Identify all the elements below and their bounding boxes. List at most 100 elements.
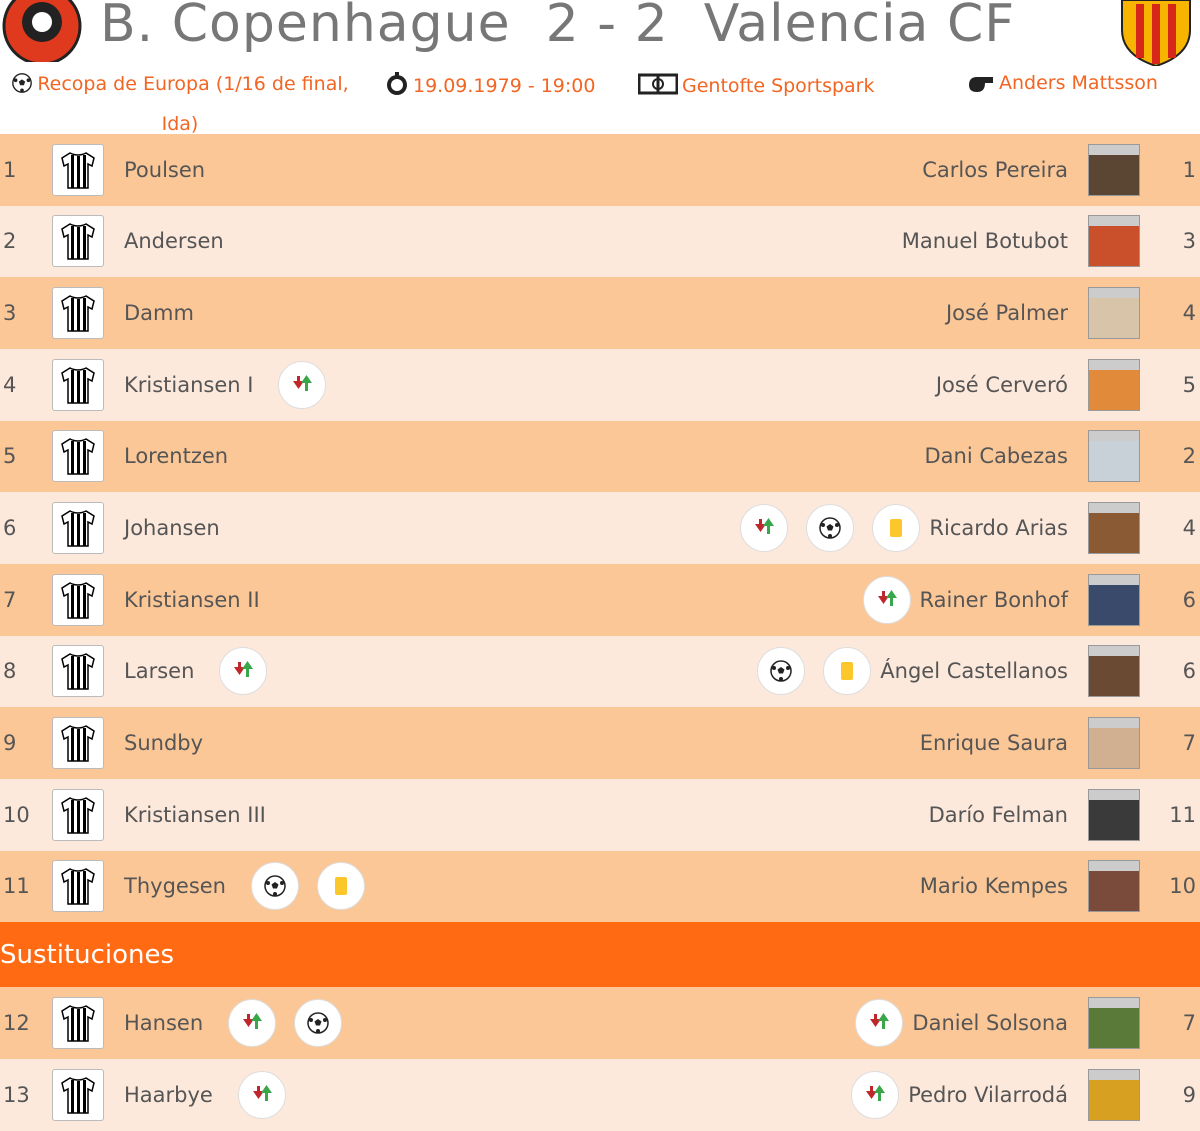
player-photo	[1088, 1068, 1140, 1121]
card-event-icon	[823, 647, 872, 696]
referee-text: Anders Mattsson	[999, 72, 1158, 94]
match-title: B. Copenhague 2 - 2 Valencia CF	[100, 0, 1015, 54]
goal-event-icon	[251, 862, 299, 911]
player-photo	[1088, 997, 1140, 1050]
player-row: 12 Hansen Daniel Solsona 7	[0, 987, 1200, 1059]
away-number: 3	[1182, 229, 1196, 254]
away-number: 4	[1182, 301, 1196, 326]
player-photo	[1088, 502, 1140, 555]
sub-event-icon	[851, 1070, 900, 1119]
sub-event-icon	[862, 575, 911, 624]
player-row: 9 Sundby Enrique Saura 7	[0, 707, 1200, 779]
shirt-icon	[52, 358, 104, 411]
home-number: 12	[3, 1011, 30, 1036]
score: 2 - 2	[545, 0, 669, 54]
home-number: 1	[3, 157, 17, 182]
away-number: 2	[1182, 444, 1196, 469]
away-player: José Cerveró	[935, 372, 1068, 397]
player-row: 6 Johansen Ricardo Arias 4	[0, 492, 1200, 564]
player-row: 4 Kristiansen I José Cerveró 5	[0, 348, 1200, 421]
date: 19.09.1979 - 19:00	[385, 72, 595, 97]
away-player: Rainer Bonhof	[919, 587, 1069, 612]
whistle-icon	[969, 77, 993, 92]
shirt-icon	[52, 788, 104, 841]
competition-text: Recopa de Europa (1/16 de final, Ida)	[37, 73, 349, 135]
section-header: Sustituciones	[0, 922, 1200, 988]
shirt-icon	[52, 717, 104, 770]
sub-event-icon	[219, 647, 268, 696]
shirt-icon	[52, 1068, 104, 1121]
home-badge	[2, 0, 82, 62]
ball-icon	[11, 72, 33, 94]
away-player: Darío Felman	[928, 802, 1068, 827]
away-player: Pedro Vilarrodá	[908, 1082, 1068, 1107]
sub-event-icon	[855, 999, 904, 1048]
stadium-icon	[637, 73, 679, 95]
shirt-icon	[52, 215, 104, 268]
shirt-icon	[52, 573, 104, 626]
shirt-icon	[52, 430, 104, 483]
home-number: 6	[3, 516, 17, 541]
sub-event-icon	[740, 504, 789, 553]
home-number: 2	[3, 229, 17, 254]
home-number: 13	[3, 1082, 30, 1107]
sub-event-icon	[278, 360, 327, 409]
shirt-icon	[52, 997, 104, 1050]
card-event-icon	[317, 862, 365, 911]
away-number: 11	[1169, 802, 1196, 827]
home-player: Haarbye	[124, 1082, 213, 1107]
player-row: 8 Larsen Ángel Castellanos 6	[0, 635, 1200, 708]
competition: Recopa de Europa (1/16 de final, Ida)	[0, 64, 360, 144]
away-number: 9	[1182, 1082, 1196, 1107]
home-number: 8	[3, 659, 17, 684]
player-row: 7 Kristiansen II Rainer Bonhof 6	[0, 563, 1200, 636]
home-number: 9	[3, 731, 17, 756]
player-photo	[1088, 573, 1140, 626]
player-row: 2 Andersen Manuel Botubot 3	[0, 205, 1200, 278]
player-row: 13 Haarbye Pedro Vilarrodá 9	[0, 1058, 1200, 1131]
player-row: 1 Poulsen Carlos Pereira 1	[0, 134, 1200, 206]
player-photo	[1088, 645, 1140, 698]
shirt-icon	[52, 860, 104, 913]
home-player: Kristiansen I	[124, 372, 254, 397]
home-player: Hansen	[124, 1011, 204, 1036]
away-player: Dani Cabezas	[924, 444, 1068, 469]
away-badge	[1121, 0, 1191, 66]
goal-event-icon	[806, 504, 855, 553]
home-player: Larsen	[124, 659, 195, 684]
home-player: Johansen	[124, 516, 220, 541]
player-photo	[1088, 430, 1140, 483]
shirt-icon	[52, 143, 104, 196]
shirt-icon	[52, 645, 104, 698]
home-number: 3	[3, 301, 17, 326]
home-player: Damm	[124, 301, 194, 326]
match-header: B. Copenhague 2 - 2 Valencia CF Recopa d…	[0, 0, 1200, 135]
away-number: 4	[1182, 516, 1196, 541]
home-player: Lorentzen	[124, 444, 229, 469]
home-player: Kristiansen III	[124, 802, 266, 827]
away-player: Ángel Castellanos	[880, 659, 1068, 684]
away-player: Manuel Botubot	[901, 229, 1068, 254]
home-events	[242, 862, 374, 911]
player-photo	[1088, 143, 1140, 196]
player-photo	[1088, 860, 1140, 913]
player-row: 10 Kristiansen III Darío Felman 11	[0, 778, 1200, 851]
away-player: José Palmer	[945, 301, 1068, 326]
shirt-icon	[52, 287, 104, 340]
away-number: 5	[1182, 372, 1196, 397]
home-team: B. Copenhague	[100, 0, 511, 54]
player-photo	[1088, 717, 1140, 770]
away-number: 10	[1169, 874, 1196, 899]
sub-event-icon	[237, 1070, 286, 1119]
shirt-icon	[52, 502, 104, 555]
home-player: Thygesen	[124, 874, 226, 899]
home-events	[210, 647, 276, 696]
away-number: 7	[1182, 1011, 1196, 1036]
player-row: 5 Lorentzen Dani Cabezas 2	[0, 420, 1200, 493]
away-number: 1	[1182, 157, 1196, 182]
away-number: 7	[1182, 731, 1196, 756]
home-player: Andersen	[124, 229, 224, 254]
home-number: 10	[3, 802, 30, 827]
player-row: 3 Damm José Palmer 4	[0, 277, 1200, 349]
player-photo	[1088, 788, 1140, 841]
